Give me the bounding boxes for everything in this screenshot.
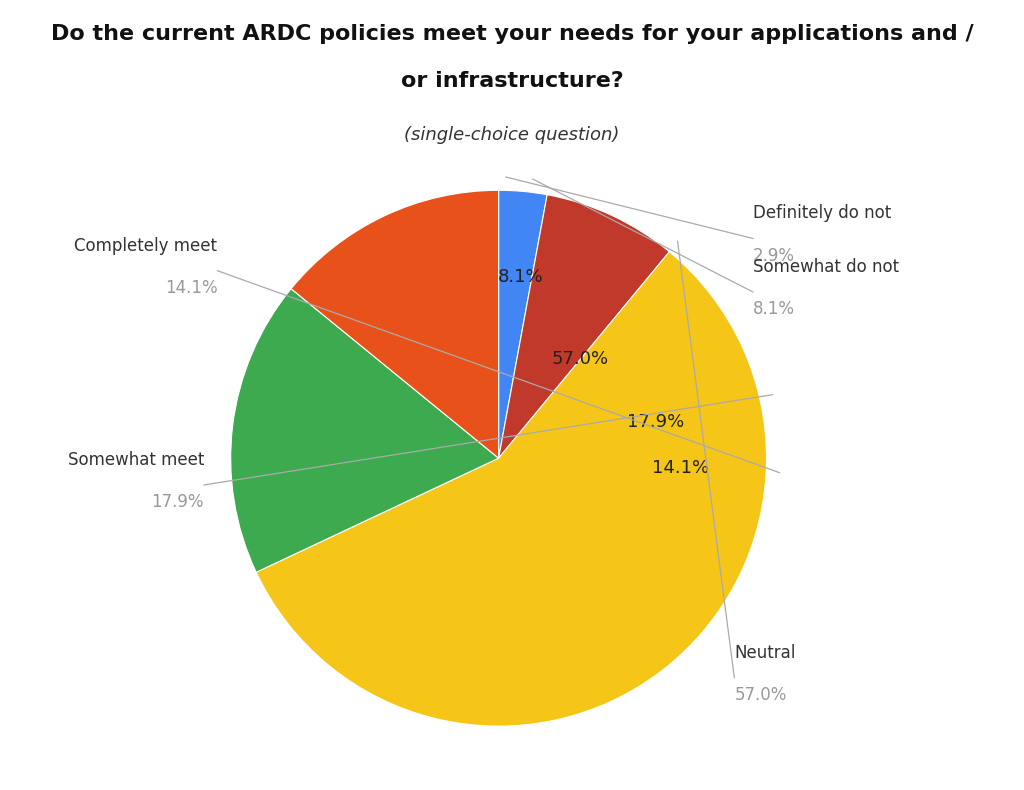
Text: 14.1%: 14.1%: [165, 279, 217, 297]
Text: Somewhat meet: Somewhat meet: [68, 451, 204, 469]
Text: 57.0%: 57.0%: [552, 350, 609, 368]
Wedge shape: [499, 190, 547, 458]
Wedge shape: [499, 194, 670, 458]
Text: or infrastructure?: or infrastructure?: [400, 71, 624, 91]
Wedge shape: [230, 288, 499, 572]
Text: Completely meet: Completely meet: [75, 236, 217, 254]
Text: 2.9%: 2.9%: [753, 246, 795, 265]
Text: 57.0%: 57.0%: [734, 686, 786, 704]
Text: Neutral: Neutral: [734, 644, 796, 662]
Wedge shape: [256, 252, 767, 726]
Text: Do the current ARDC policies meet your needs for your applications and /: Do the current ARDC policies meet your n…: [50, 24, 974, 43]
Text: Definitely do not: Definitely do not: [753, 205, 891, 223]
Text: 14.1%: 14.1%: [652, 458, 709, 476]
Text: Somewhat do not: Somewhat do not: [753, 258, 899, 276]
Text: (single-choice question): (single-choice question): [404, 126, 620, 145]
Text: 17.9%: 17.9%: [627, 413, 684, 431]
Text: 17.9%: 17.9%: [152, 493, 204, 511]
Text: 8.1%: 8.1%: [753, 300, 795, 318]
Wedge shape: [291, 190, 499, 458]
Text: 8.1%: 8.1%: [498, 269, 544, 286]
